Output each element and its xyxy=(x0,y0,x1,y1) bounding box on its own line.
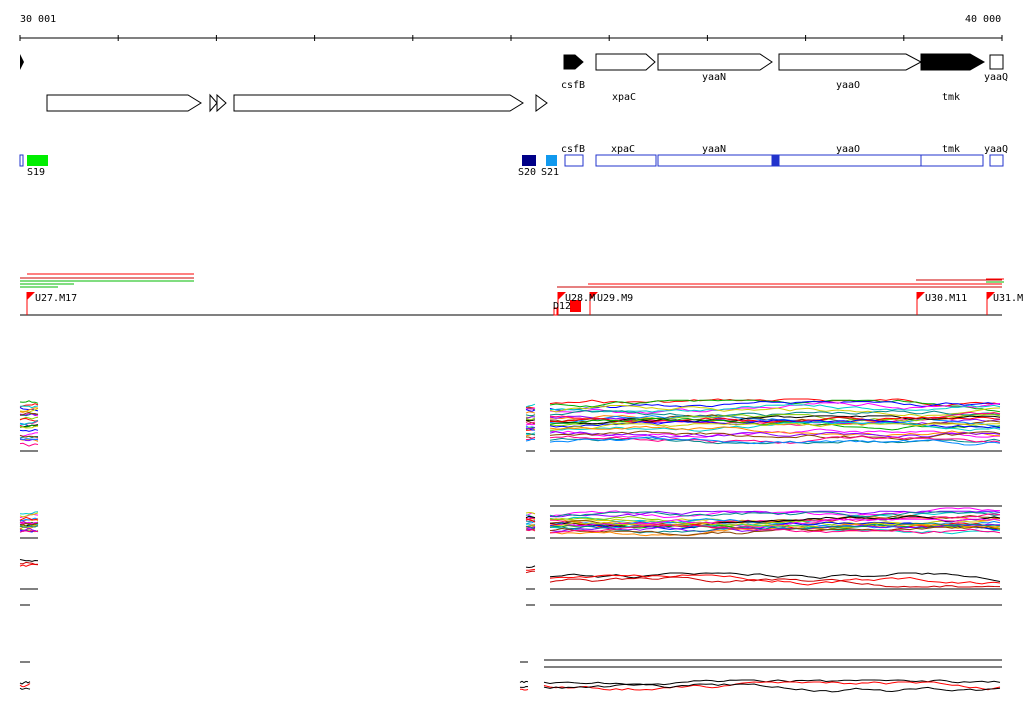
marker-block-red[interactable] xyxy=(570,300,581,312)
blue-box-yaaN[interactable] xyxy=(657,154,779,167)
gene-arrow-unlabeled[interactable] xyxy=(233,94,524,112)
marker-track xyxy=(20,292,1002,316)
segment-S20[interactable] xyxy=(522,155,536,166)
marker-label-U28: U28.M xyxy=(565,293,596,304)
segment-label-S21: S21 xyxy=(541,167,560,178)
marker-label-U27: U27.M17 xyxy=(35,293,78,304)
profile-panel-1 xyxy=(19,398,1002,452)
segment-track xyxy=(27,155,557,166)
gene-track-lower xyxy=(46,93,548,113)
marker-flag-U27[interactable] xyxy=(26,292,35,315)
marker-flag-U28[interactable] xyxy=(557,292,566,315)
gene-arrow-xpaC[interactable] xyxy=(595,53,656,71)
gene-arrow-tmk[interactable] xyxy=(920,53,986,71)
blue-label-yaaO: yaaO xyxy=(836,144,861,155)
ruler-start-label: 30 001 xyxy=(20,14,57,25)
profile-panel-3 xyxy=(19,559,1002,606)
marker-flag-U29[interactable] xyxy=(589,292,598,315)
ruler-end-label: 40 000 xyxy=(965,14,1002,25)
marker-label-U30: U30.M11 xyxy=(925,293,968,304)
blue-box-tmk[interactable] xyxy=(920,154,984,167)
gene-label-csfB: csfB xyxy=(561,80,586,91)
gene-track-upper xyxy=(20,53,1004,71)
gene-arrow-unlabeled[interactable] xyxy=(46,94,202,112)
gene-label-xpaC: xpaC xyxy=(612,92,637,103)
segment-S19[interactable] xyxy=(27,155,48,166)
gene-box-yaaQ[interactable] xyxy=(989,54,1004,70)
segment-label-S19: S19 xyxy=(27,167,46,178)
blue-box-yaaO[interactable] xyxy=(778,154,922,167)
blue-label-tmk: tmk xyxy=(942,144,961,155)
marker-flag-U31[interactable] xyxy=(986,292,995,315)
gene-label-yaaO: yaaO xyxy=(836,80,861,91)
blue-label-yaaN: yaaN xyxy=(702,144,727,155)
gene-arrow-yaaN[interactable] xyxy=(657,53,773,71)
marker-label-U31: U31.M xyxy=(993,293,1024,304)
gene-arrow-yaaO[interactable] xyxy=(778,53,923,71)
blue-box-yaaQ[interactable] xyxy=(989,154,1004,167)
gene-track-blue xyxy=(19,154,1004,167)
segment-S21[interactable] xyxy=(546,155,557,166)
coordinate-ruler xyxy=(19,35,1003,41)
blue-label-xpaC: xpaC xyxy=(611,144,636,155)
profile-panel-4 xyxy=(19,659,1002,693)
marker-label-U29: U29.M9 xyxy=(597,293,634,304)
blue-box-xpaC[interactable] xyxy=(595,154,657,167)
blue-label-csfB: csfB xyxy=(561,144,586,155)
blue-label-yaaQ: yaaQ xyxy=(984,144,1009,155)
segment-label-S20: S20 xyxy=(518,167,537,178)
blue-box-csfB[interactable] xyxy=(564,154,584,167)
gene-label-tmk: tmk xyxy=(942,92,961,103)
gene-label-yaaN: yaaN xyxy=(702,72,727,83)
profile-panel-2 xyxy=(19,505,1002,539)
marker-label-D12: D12 xyxy=(553,301,572,312)
marker-flag-U30[interactable] xyxy=(916,292,925,315)
gene-arrow-csfB[interactable] xyxy=(563,54,584,70)
gene-label-yaaQ: yaaQ xyxy=(984,72,1009,83)
feature-lines xyxy=(20,273,1004,288)
